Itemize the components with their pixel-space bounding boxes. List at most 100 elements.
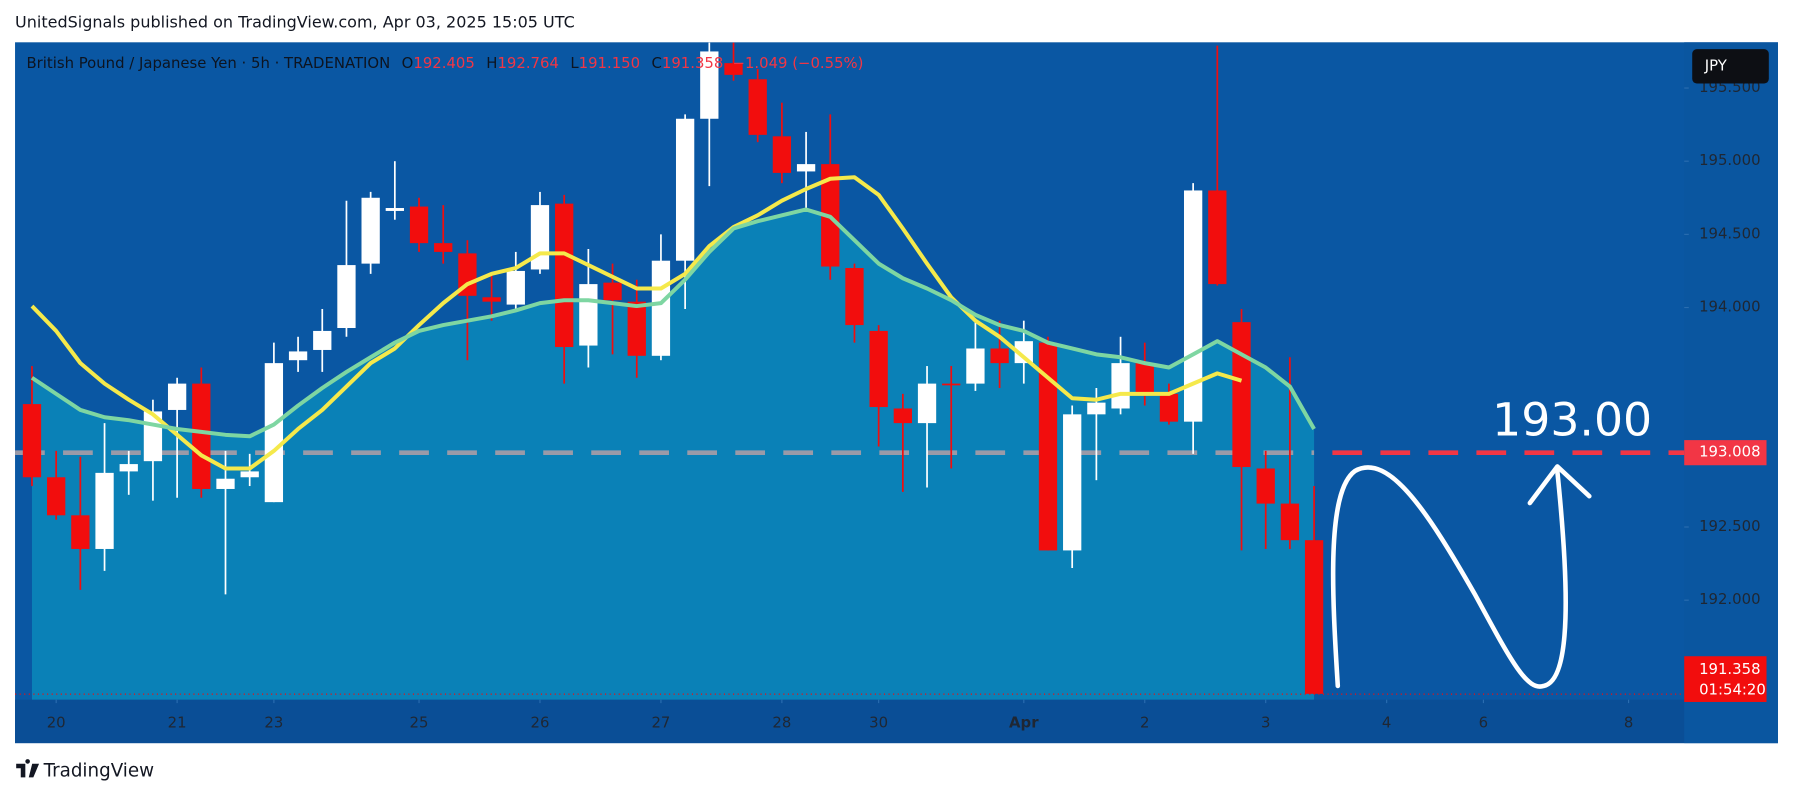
legend-value: 191.358 (662, 54, 723, 72)
tradingview-logo: TradingView (16, 759, 154, 782)
x-tick-label: 27 (651, 714, 670, 732)
candle-body (264, 363, 284, 503)
candle-body (1135, 363, 1154, 394)
candle-body (1280, 503, 1300, 541)
publish-header: UnitedSignals published on TradingView.c… (15, 12, 575, 31)
y-tick-label: 192.000 (1699, 590, 1760, 608)
plot: 192.000192.500193.500194.000194.500195.0… (15, 42, 1767, 732)
candle-body (1256, 468, 1275, 504)
candle-body (724, 63, 743, 75)
candle-body (240, 471, 259, 478)
x-tick-label: 4 (1382, 714, 1391, 732)
candle-body (627, 301, 646, 356)
candle-body (216, 478, 235, 489)
candle-body (95, 472, 114, 549)
x-tick-label: 30 (869, 714, 888, 732)
time-axis (15, 699, 1778, 744)
candle-body (167, 383, 187, 410)
candle-body (482, 297, 501, 302)
level-price-label: 193.008 (1699, 443, 1760, 461)
candle-body (942, 383, 961, 386)
legend-value: 191.150 (579, 54, 640, 72)
candle-body (893, 408, 912, 424)
y-tick-label: 192.500 (1699, 517, 1760, 535)
candle-body (337, 265, 356, 329)
countdown: 01:54:20 (1699, 681, 1766, 699)
candle-body (434, 243, 453, 252)
candle-body (288, 351, 308, 361)
x-tick-label: 21 (168, 714, 187, 732)
drawn-arrowhead (1527, 464, 1592, 506)
level-price-tag (1684, 440, 1767, 466)
candle-body (1038, 342, 1058, 551)
legend-value: 192.405 (413, 54, 474, 72)
legend-value: 192.764 (497, 54, 558, 72)
candle-body (1111, 363, 1130, 409)
legend-field: O (402, 54, 414, 72)
candle-body (1208, 190, 1227, 285)
ema-line (30, 175, 1243, 471)
x-tick-label: 28 (772, 714, 791, 732)
x-tick-label: 8 (1624, 714, 1633, 732)
candle-body (409, 206, 429, 244)
candle-body (385, 208, 404, 211)
candle-body (22, 404, 42, 478)
candle-body (579, 284, 598, 346)
candle-body (1183, 190, 1203, 422)
x-tick-label: 3 (1261, 714, 1270, 732)
candle-body (119, 464, 138, 472)
candle-body (192, 383, 211, 489)
y-tick-label: 194.500 (1699, 224, 1760, 242)
candle-body (748, 79, 767, 135)
candle-body (1159, 393, 1179, 422)
legend-field: H (486, 54, 497, 72)
x-tick-label: 20 (47, 714, 66, 732)
candle-body (555, 203, 574, 348)
candle-body (506, 270, 525, 305)
legend-symbol: British Pound / Japanese Yen · 5h · TRAD… (26, 54, 390, 72)
level-annotation: 193.00 (1492, 394, 1652, 447)
candle-body (700, 51, 719, 119)
x-tick-label: 6 (1479, 714, 1488, 732)
footer-brand: TradingView (43, 761, 155, 782)
candle-body (530, 205, 550, 270)
candle-body (313, 330, 332, 350)
candle-body (47, 477, 66, 516)
candle-body (1232, 322, 1251, 468)
price-axis (1684, 42, 1778, 744)
candle-body (71, 515, 90, 549)
last-price-tag (1684, 656, 1767, 702)
x-tick-label: 25 (410, 714, 429, 732)
candle-body (651, 260, 671, 356)
candle-body (1304, 540, 1324, 694)
x-tick-label: Apr (1009, 714, 1039, 732)
legend-field: C (652, 54, 662, 72)
candle-body (675, 118, 695, 261)
candle-body (603, 282, 622, 301)
x-tick-label: 2 (1140, 714, 1149, 732)
y-tick-label: 194.000 (1699, 298, 1760, 316)
ema-line (30, 207, 1316, 439)
candle-body (1087, 402, 1106, 415)
y-tick-label: 195.000 (1699, 151, 1760, 169)
candle-body (966, 348, 985, 384)
candle-body (361, 197, 380, 264)
currency-button (1692, 49, 1769, 84)
candle-body (772, 136, 792, 173)
candle-body (796, 164, 816, 172)
candle-body (917, 383, 937, 424)
legend-change: −1.049 (−0.55%) (733, 54, 864, 72)
candle-body (869, 330, 888, 408)
x-tick-label: 26 (531, 714, 550, 732)
candle-body (845, 268, 864, 326)
currency-label: JPY (1704, 56, 1728, 74)
candle-body (990, 348, 1009, 364)
drawn-path (1330, 465, 1568, 689)
candle-body (1014, 341, 1033, 364)
candle-body (1063, 414, 1082, 551)
x-tick-label: 23 (264, 714, 283, 732)
legend-field: L (570, 54, 579, 72)
legend: British Pound / Japanese Yen · 5h · TRAD… (26, 54, 863, 72)
last-price-label: 191.358 (1699, 660, 1760, 678)
